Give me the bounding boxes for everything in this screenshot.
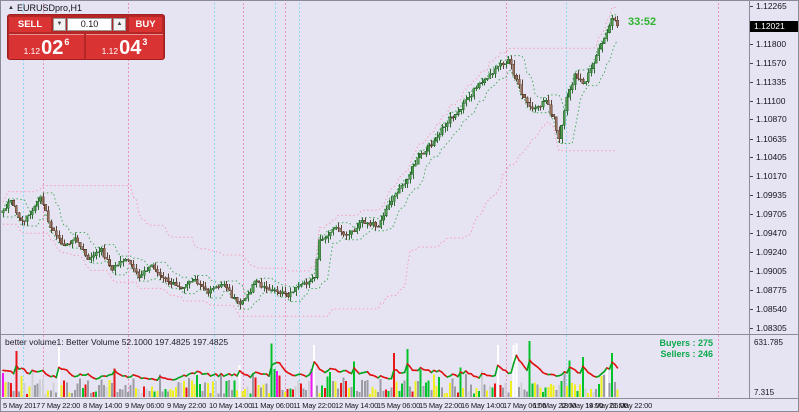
volume-axis-min: 7.315 <box>754 388 775 397</box>
price-axis-label: 1.10870 <box>756 114 787 124</box>
price-axis-tick <box>750 139 753 140</box>
volume-axis-max: 631.785 <box>754 338 783 347</box>
price-axis-label: 1.11100 <box>756 96 786 106</box>
price-chart-area[interactable] <box>1 1 749 334</box>
price-axis-label: 1.11335 <box>756 77 787 87</box>
pane-separator[interactable] <box>1 334 798 335</box>
price-axis-tick <box>750 233 753 234</box>
price-axis-label: 1.09005 <box>756 266 787 276</box>
price-axis-tick <box>750 6 753 7</box>
bid-big-digits: 02 <box>41 37 64 59</box>
price-axis-tick <box>750 214 753 215</box>
ask-price-button[interactable]: 1.12 04 3 <box>86 34 163 59</box>
time-axis-label: 16 May 14:00 <box>461 401 505 410</box>
buy-button[interactable]: BUY <box>129 17 162 32</box>
time-axis-label: 15 May 06:00 <box>377 401 421 410</box>
price-axis-tick <box>750 119 753 120</box>
lot-increase-button[interactable]: ▲ <box>113 18 126 31</box>
time-axis-label: 11 May 22:00 <box>293 401 336 410</box>
time-axis-label: 11 May 06:00 <box>251 401 294 410</box>
price-axis-border <box>749 1 750 399</box>
price-axis-label: 1.09240 <box>756 247 787 257</box>
time-axis-label: 10 May 14:00 <box>209 401 253 410</box>
time-axis-label: 21 May 22:00 <box>609 401 653 410</box>
ask-prefix: 1.12 <box>101 46 119 56</box>
time-axis-label: 17 May 06:00 <box>503 401 547 410</box>
ask-big-digits: 04 <box>119 37 142 59</box>
price-axis-tick <box>750 271 753 272</box>
time-axis-label: 8 May 14:00 <box>83 401 123 410</box>
volume-indicator-pane[interactable] <box>1 335 749 398</box>
volume-ma-line <box>2 354 619 382</box>
lot-decrease-button[interactable]: ▼ <box>53 18 66 31</box>
buyers-count: Buyers : 275 <box>659 338 713 348</box>
order-flow-counters: Buyers : 275 Sellers : 246 <box>561 338 713 360</box>
price-axis-label: 1.08775 <box>756 285 787 295</box>
price-axis[interactable]: 1.12021 631.785 7.315 1.12265 1.11800 1.11… <box>750 1 798 399</box>
bid-prefix: 1.12 <box>23 46 41 56</box>
time-axis-label: 12 May 14:00 <box>335 401 379 410</box>
price-axis-label: 1.09470 <box>756 228 787 238</box>
bid-pip-digit: 6 <box>64 37 70 47</box>
time-axis-label: 5 May 2017 <box>3 401 41 410</box>
time-axis-label: 15 May 22:00 <box>419 401 463 410</box>
chart-title-label: EURUSDpro,H1 <box>16 3 82 13</box>
price-axis-label: 1.10635 <box>756 134 787 144</box>
channel-band-line <box>2 14 618 295</box>
chart-title: ▲ EURUSDpro,H1 <box>8 3 82 13</box>
price-axis-label: 1.11570 <box>756 58 787 68</box>
price-axis-label: 1.10170 <box>756 171 787 181</box>
price-axis-tick <box>750 157 753 158</box>
price-axis-tick <box>750 309 753 310</box>
channel-band-line <box>3 41 618 310</box>
time-axis-label: 7 May 22:00 <box>41 401 81 410</box>
sellers-count: Sellers : 246 <box>660 349 713 359</box>
price-axis-tick <box>750 44 753 45</box>
time-axis-label: 17 May 22:00 <box>533 401 577 410</box>
price-axis-tick <box>750 252 753 253</box>
price-axis-tick <box>750 290 753 291</box>
price-axis-label: 1.09935 <box>756 190 787 200</box>
collapse-triangle-icon[interactable]: ▲ <box>8 5 14 11</box>
time-axis-label: 9 May 06:00 <box>125 401 165 410</box>
price-axis-tick <box>750 101 753 102</box>
axis-separator <box>1 398 798 399</box>
price-axis-label: 1.09705 <box>756 209 787 219</box>
price-axis-tick <box>750 63 753 64</box>
indicator-values-label: better volume1: Better Volume 52.1000 19… <box>5 337 229 347</box>
price-axis-label: 1.11800 <box>756 39 787 49</box>
candle-countdown-timer: 33:52 <box>628 16 657 28</box>
price-axis-label: 1.12265 <box>756 1 787 11</box>
lot-size-input[interactable]: 0.10 <box>67 18 112 31</box>
time-axis-label: 9 May 22:00 <box>167 401 207 410</box>
time-axis[interactable]: 5 May 2017 7 May 22:00 8 May 14:00 9 May 06… <box>1 400 798 411</box>
channel-band-line <box>3 121 618 317</box>
price-axis-tick <box>750 328 753 329</box>
ask-pip-digit: 3 <box>142 37 148 47</box>
candlestick-series <box>1 14 619 310</box>
time-axis-label: 19 May 06:00 <box>585 401 629 410</box>
time-axis-label: 18 May 14:00 <box>560 401 604 410</box>
price-axis-label: 1.08305 <box>756 323 787 333</box>
price-axis-label: 1.08540 <box>756 304 787 314</box>
price-axis-tick <box>750 176 753 177</box>
one-click-trading-panel: SELL ▼ 0.10 ▲ BUY 1.12 02 6 1.12 04 3 <box>7 14 165 60</box>
price-axis-tick <box>750 195 753 196</box>
price-axis-tick <box>750 82 753 83</box>
bid-price-button[interactable]: 1.12 02 6 <box>9 34 84 59</box>
price-axis-label: 1.10405 <box>756 152 787 162</box>
volume-bars <box>2 341 619 397</box>
sell-button[interactable]: SELL <box>9 17 51 32</box>
current-price-badge: 1.12021 <box>750 21 798 32</box>
